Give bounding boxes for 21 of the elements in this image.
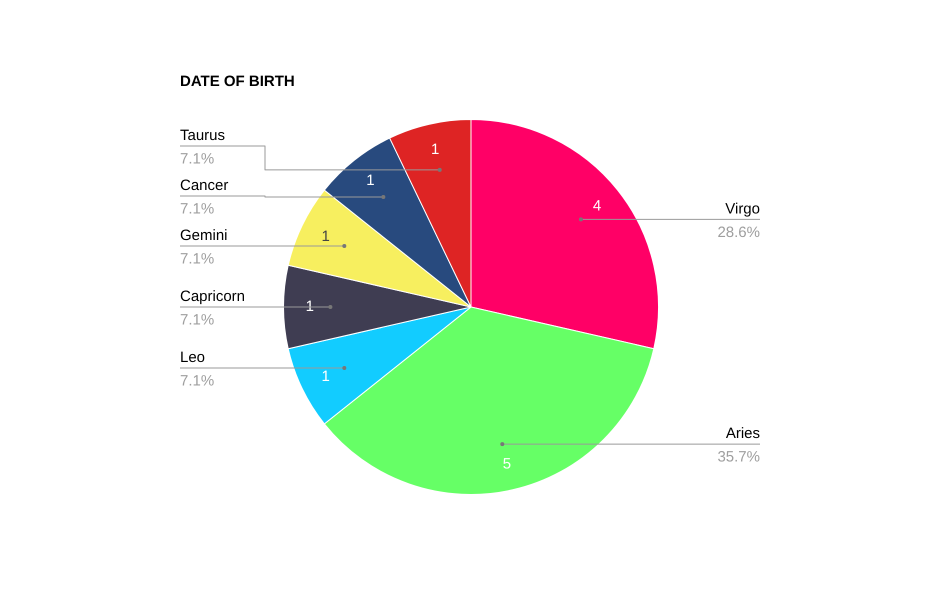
text: 7.1% [180, 150, 214, 168]
slice-label: Taurus [180, 126, 226, 144]
slice-label: Gemini [180, 226, 228, 244]
text: 7.1% [180, 250, 214, 268]
data-label: 5 [502, 455, 512, 472]
text: 28.6% [717, 224, 760, 241]
data-label: 1 [322, 228, 330, 246]
text: 7.1% [180, 200, 214, 218]
chart-title: DATE OF BIRTH [180, 73, 295, 90]
slice-label: Leo [180, 349, 206, 366]
slice-label: Aries [726, 425, 760, 442]
slice-label: Capricorn [180, 288, 246, 305]
slice-label: Cancer [180, 176, 228, 194]
text: 35.7% [717, 448, 760, 466]
text: 7.1% [180, 312, 214, 329]
data-label: 1 [430, 140, 440, 158]
data-label: 1 [366, 172, 375, 190]
slice-label: Virgo [725, 200, 760, 218]
data-label: 1 [322, 368, 330, 386]
text: 7.1% [180, 372, 214, 390]
data-label: 4 [592, 198, 602, 215]
